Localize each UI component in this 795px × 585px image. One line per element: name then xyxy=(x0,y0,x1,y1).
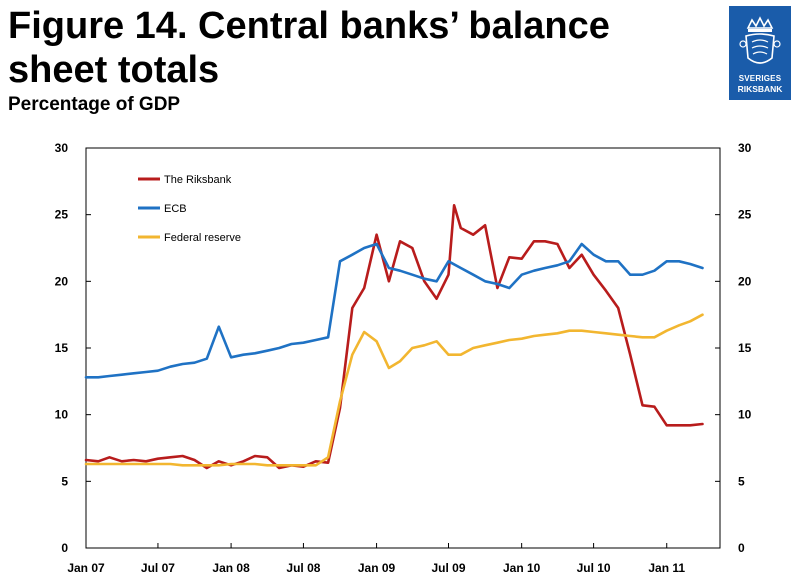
page-title: Figure 14. Central banks’ balance sheet … xyxy=(8,5,610,91)
legend-label: The Riksbank xyxy=(164,174,232,186)
chart-subtitle: Percentage of GDP xyxy=(8,94,181,115)
y-tick-label-right: 5 xyxy=(738,474,745,488)
y-tick-label-left: 5 xyxy=(61,474,68,488)
x-tick-label: Jan 07 xyxy=(67,561,105,575)
x-tick-label: Jul 07 xyxy=(141,561,175,575)
logo-text-sveriges: SVERIGES xyxy=(738,74,782,83)
y-tick-label-left: 0 xyxy=(61,541,68,555)
y-tick-label-left: 10 xyxy=(55,408,69,422)
legend-label: Federal reserve xyxy=(164,232,241,244)
y-tick-label-right: 20 xyxy=(738,274,752,288)
x-tick-label: Jan 11 xyxy=(648,561,685,575)
y-tick-label-right: 15 xyxy=(738,341,752,355)
y-tick-label-right: 30 xyxy=(738,141,752,155)
logo-text-riksbank: RIKSBANK xyxy=(737,84,783,94)
series-line-ecb xyxy=(84,242,704,379)
x-tick-label: Jul 09 xyxy=(431,561,465,575)
series-line-federal-reserve xyxy=(84,313,704,467)
x-tick-label: Jan 09 xyxy=(358,561,396,575)
y-tick-label-left: 30 xyxy=(55,141,69,155)
legend-label: ECB xyxy=(164,203,187,215)
x-tick-label: Jan 08 xyxy=(212,561,250,575)
balance-sheet-chart: 0 0 5 5 10 10 15 15 20 20 25 25 30 30 Jan 07 Jul 07 Jan … xyxy=(55,141,752,575)
y-tick-label-right: 0 xyxy=(738,541,745,555)
y-tick-label-right: 25 xyxy=(738,208,752,222)
x-tick-label: Jan 10 xyxy=(503,561,541,575)
y-tick-label-left: 25 xyxy=(55,208,69,222)
x-tick-label: Jul 10 xyxy=(577,561,611,575)
series-line-the-riksbank xyxy=(84,204,704,470)
x-tick-label: Jul 08 xyxy=(286,561,320,575)
y-tick-label-left: 20 xyxy=(55,274,69,288)
y-tick-label-left: 15 xyxy=(55,341,69,355)
riksbank-logo: SVERIGES RIKSBANK xyxy=(729,6,791,100)
y-tick-label-right: 10 xyxy=(738,408,752,422)
crown-emblem-icon xyxy=(739,16,781,64)
